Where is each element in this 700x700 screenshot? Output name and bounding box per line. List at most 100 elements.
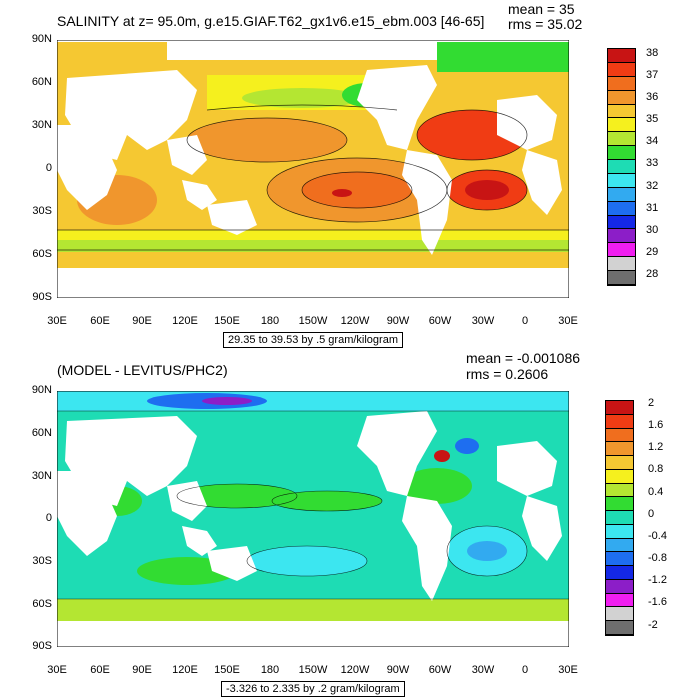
top-contour-info: 29.35 to 39.53 by .5 gram/kilogram	[223, 332, 403, 348]
colorbar-segment	[608, 118, 635, 133]
colorbar-segment	[606, 497, 633, 512]
top-lat-tick-90S: 90S	[32, 291, 52, 303]
colorbar-segment	[608, 146, 635, 160]
top-salinity-map	[57, 40, 569, 298]
bottom-colorbar-label: -0.4	[648, 530, 667, 542]
top-map-title: SALINITY at z= 95.0m, g.e15.GIAF.T62_gx1…	[57, 13, 485, 29]
colorbar-segment	[608, 243, 635, 258]
top-lat-tick-90N: 90N	[31, 33, 52, 45]
top-lon-tick: 30E	[558, 315, 578, 327]
bottom-lon-tick: 150E	[214, 664, 240, 676]
bottom-lon-tick: 0	[521, 664, 529, 676]
bottom-mean-label: mean = -0.001086	[466, 350, 581, 366]
colorbar-segment	[606, 442, 633, 457]
bottom-lon-tick: 30E	[558, 664, 578, 676]
bottom-lon-tick: 90E	[132, 664, 152, 676]
top-colorbar-label: 38	[646, 47, 659, 59]
top-lon-tick: 0	[521, 315, 529, 327]
bottom-lon-tick: 90W	[386, 664, 410, 676]
top-lat-tick-60S: 60S	[32, 248, 52, 260]
bottom-colorbar-label: -1.6	[648, 596, 667, 608]
top-colorbar-label: 37	[646, 69, 659, 81]
top-lat-tick-0: 0	[45, 162, 52, 174]
bottom-lon-tick: 60W	[428, 664, 452, 676]
top-lon-tick: 30E	[47, 315, 67, 327]
colorbar-segment	[606, 401, 633, 415]
colorbar-segment	[608, 215, 635, 230]
bottom-rms-label: rms = 0.2606	[466, 366, 549, 382]
top-colorbar-label: 30	[646, 224, 659, 236]
colorbar-segment	[606, 538, 633, 553]
top-colorbar-label: 32	[646, 180, 659, 192]
top-colorbar-label: 33	[646, 157, 659, 169]
bottom-lat-tick-90S: 90S	[32, 640, 52, 652]
top-rms-label: rms = 35.02	[508, 16, 583, 32]
bottom-colorbar-label: 1.6	[648, 419, 664, 431]
colorbar-segment	[606, 428, 633, 443]
colorbar-segment	[606, 593, 633, 608]
top-lon-tick: 60W	[428, 315, 452, 327]
top-lon-tick: 90W	[386, 315, 410, 327]
bottom-colorbar-label: 0	[648, 508, 655, 520]
colorbar-segment	[606, 579, 633, 594]
top-colorbar-label: 35	[646, 113, 659, 125]
top-lon-tick: 120W	[340, 315, 370, 327]
bottom-colorbar-label: 1.2	[648, 441, 664, 453]
colorbar-segment	[608, 160, 635, 174]
bottom-lat-tick-30S: 30S	[32, 555, 52, 567]
colorbar-segment	[606, 456, 633, 470]
top-lat-tick-60N: 60N	[31, 76, 52, 88]
top-mean-label: mean = 35	[508, 1, 575, 17]
bottom-contour-info: -3.326 to 2.335 by .2 gram/kilogram	[221, 681, 405, 697]
top-colorbar-label: 36	[646, 91, 659, 103]
bottom-lon-tick: 30E	[47, 664, 67, 676]
colorbar-segment	[608, 62, 635, 77]
colorbar-segment	[608, 229, 635, 244]
colorbar-segment	[606, 607, 633, 622]
bottom-colorbar-label: -1.2	[648, 574, 667, 586]
colorbar-segment	[608, 187, 635, 202]
bottom-lat-tick-60N: 60N	[31, 427, 52, 439]
top-colorbar-label: 31	[646, 202, 659, 214]
top-lon-tick: 60E	[90, 315, 110, 327]
top-colorbar-label: 29	[646, 246, 659, 258]
top-lon-tick: 150E	[214, 315, 240, 327]
top-lon-tick: 30W	[471, 315, 495, 327]
colorbar-segment	[606, 483, 633, 498]
top-colorbar-label: 34	[646, 135, 659, 147]
bottom-lon-tick: 120W	[340, 664, 370, 676]
bottom-colorbar	[605, 400, 634, 636]
top-lon-tick: 90E	[132, 315, 152, 327]
bottom-lon-tick: 180	[260, 664, 280, 676]
bottom-map-title: (MODEL - LEVITUS/PHC2)	[57, 362, 228, 378]
bottom-colorbar-label: 0.8	[648, 463, 664, 475]
colorbar-segment	[606, 469, 633, 484]
colorbar-segment	[608, 173, 635, 188]
colorbar-segment	[606, 552, 633, 567]
bottom-difference-map	[57, 391, 569, 647]
top-colorbar-label: 28	[646, 268, 659, 280]
top-colorbar	[607, 48, 636, 286]
colorbar-segment	[606, 524, 633, 539]
top-lon-tick: 180	[260, 315, 280, 327]
colorbar-segment	[606, 414, 633, 429]
colorbar-segment	[606, 566, 633, 580]
colorbar-segment	[608, 49, 635, 63]
bottom-colorbar-label: 0.4	[648, 486, 664, 498]
bottom-colorbar-label: -0.8	[648, 552, 667, 564]
colorbar-segment	[608, 132, 635, 147]
bottom-lat-tick-0: 0	[45, 512, 52, 524]
bottom-colorbar-label: 2	[648, 397, 655, 409]
bottom-lat-tick-30N: 30N	[31, 470, 52, 482]
top-lat-tick-30N: 30N	[31, 119, 52, 131]
bottom-lon-tick: 120E	[172, 664, 198, 676]
top-lat-tick-30S: 30S	[32, 205, 52, 217]
bottom-colorbar-label: -2	[648, 619, 658, 631]
colorbar-segment	[608, 201, 635, 216]
colorbar-segment	[606, 621, 633, 636]
bottom-lat-tick-90N: 90N	[31, 384, 52, 396]
colorbar-segment	[608, 90, 635, 105]
bottom-lon-tick: 60E	[90, 664, 110, 676]
top-lon-tick: 120E	[172, 315, 198, 327]
bottom-lon-tick: 150W	[298, 664, 328, 676]
